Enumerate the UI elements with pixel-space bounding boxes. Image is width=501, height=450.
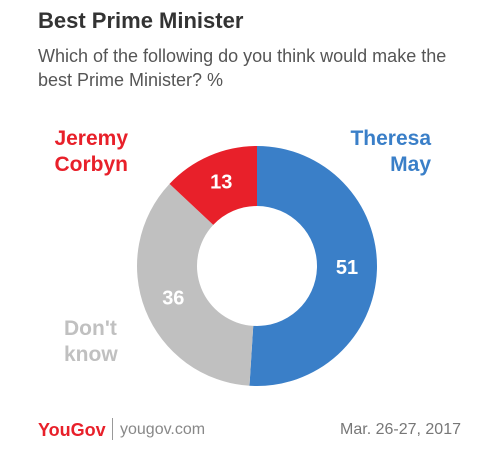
date: Mar. 26-27, 2017 [340,421,461,438]
donut-slice [136,183,254,386]
donut-slice [169,146,257,225]
separator [112,418,113,440]
chart-title: Best Prime Minister [38,8,244,33]
legend-label: Don't know [64,317,118,366]
legend-label: Jeremy Corbyn [54,127,128,176]
legend-label: Theresa May [350,127,431,176]
donut-slice [249,146,377,386]
data-label: 36 [162,287,184,309]
chart-subtitle: Which of the following do you think woul… [38,46,447,90]
data-label: 13 [210,172,232,194]
source: yougov.com [120,421,206,438]
brand-logo: YouGov [38,420,106,440]
data-label: 51 [336,257,358,279]
